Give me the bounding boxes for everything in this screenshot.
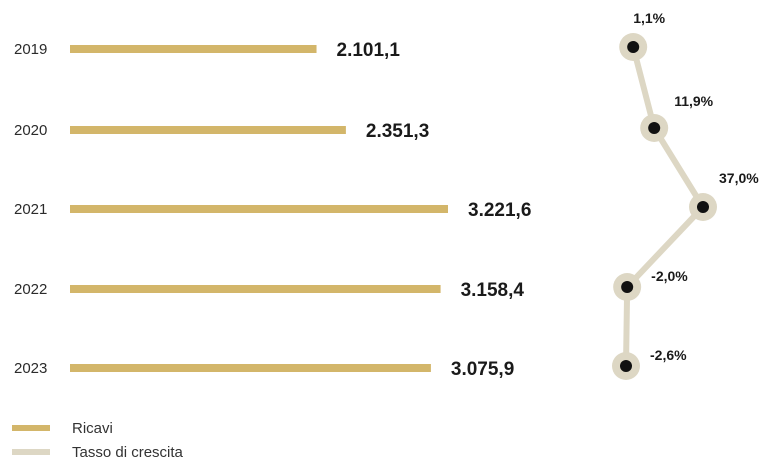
legend-label-ricavi: Ricavi [72, 419, 113, 437]
revenue-value-label-2023: 3.075,9 [451, 359, 514, 380]
year-label-2019: 2019 [14, 41, 47, 58]
legend-item-tasso-di-crescita: Tasso di crescita [12, 440, 183, 464]
growth-rate-marker-2022 [621, 281, 634, 293]
legend-label-tasso-di-crescita: Tasso di crescita [72, 443, 183, 461]
revenue-bar-2022 [70, 285, 441, 293]
growth-rate-marker-2019 [627, 41, 640, 53]
legend-swatch-tasso-di-crescita [12, 449, 50, 455]
growth-rate-label-2023: -2,6% [650, 347, 687, 363]
revenue-bar-2023 [70, 364, 431, 372]
revenue-value-label-2019: 2.101,1 [337, 40, 401, 61]
legend-swatch-ricavi [12, 425, 50, 431]
growth-rate-label-2022: -2,0% [651, 268, 688, 284]
year-label-2023: 2023 [14, 360, 47, 377]
revenue-value-label-2021: 3.221,6 [468, 200, 531, 221]
revenue-value-label-2020: 2.351,3 [366, 121, 429, 142]
growth-rate-label-2020: 11,9% [674, 93, 713, 109]
growth-rate-marker-2021 [697, 201, 709, 213]
revenue-bar-2019 [70, 45, 317, 53]
revenue-value-label-2022: 3.158,4 [461, 280, 525, 301]
growth-rate-label-2019: 1,1% [633, 10, 665, 26]
revenue-bars: 2019 2.101,1 2020 2.351,3 2021 3.221,6 2022 3.1… [14, 40, 531, 380]
year-label-2021: 2021 [14, 201, 47, 218]
legend-item-ricavi: Ricavi [12, 416, 183, 440]
year-label-2020: 2020 [14, 122, 47, 139]
year-label-2022: 2022 [14, 281, 47, 298]
growth-rate-marker-2020 [648, 122, 661, 134]
growth-rate-label-2021: 37,0% [719, 170, 759, 186]
growth-rate-line: 1,1% 11,9% 37,0% -2,0% -2,6% [612, 10, 759, 380]
growth-rate-marker-2023 [620, 360, 632, 372]
revenue-bar-2020 [70, 126, 346, 134]
revenue-bar-2021 [70, 205, 448, 213]
legend: Ricavi Tasso di crescita [12, 416, 183, 464]
